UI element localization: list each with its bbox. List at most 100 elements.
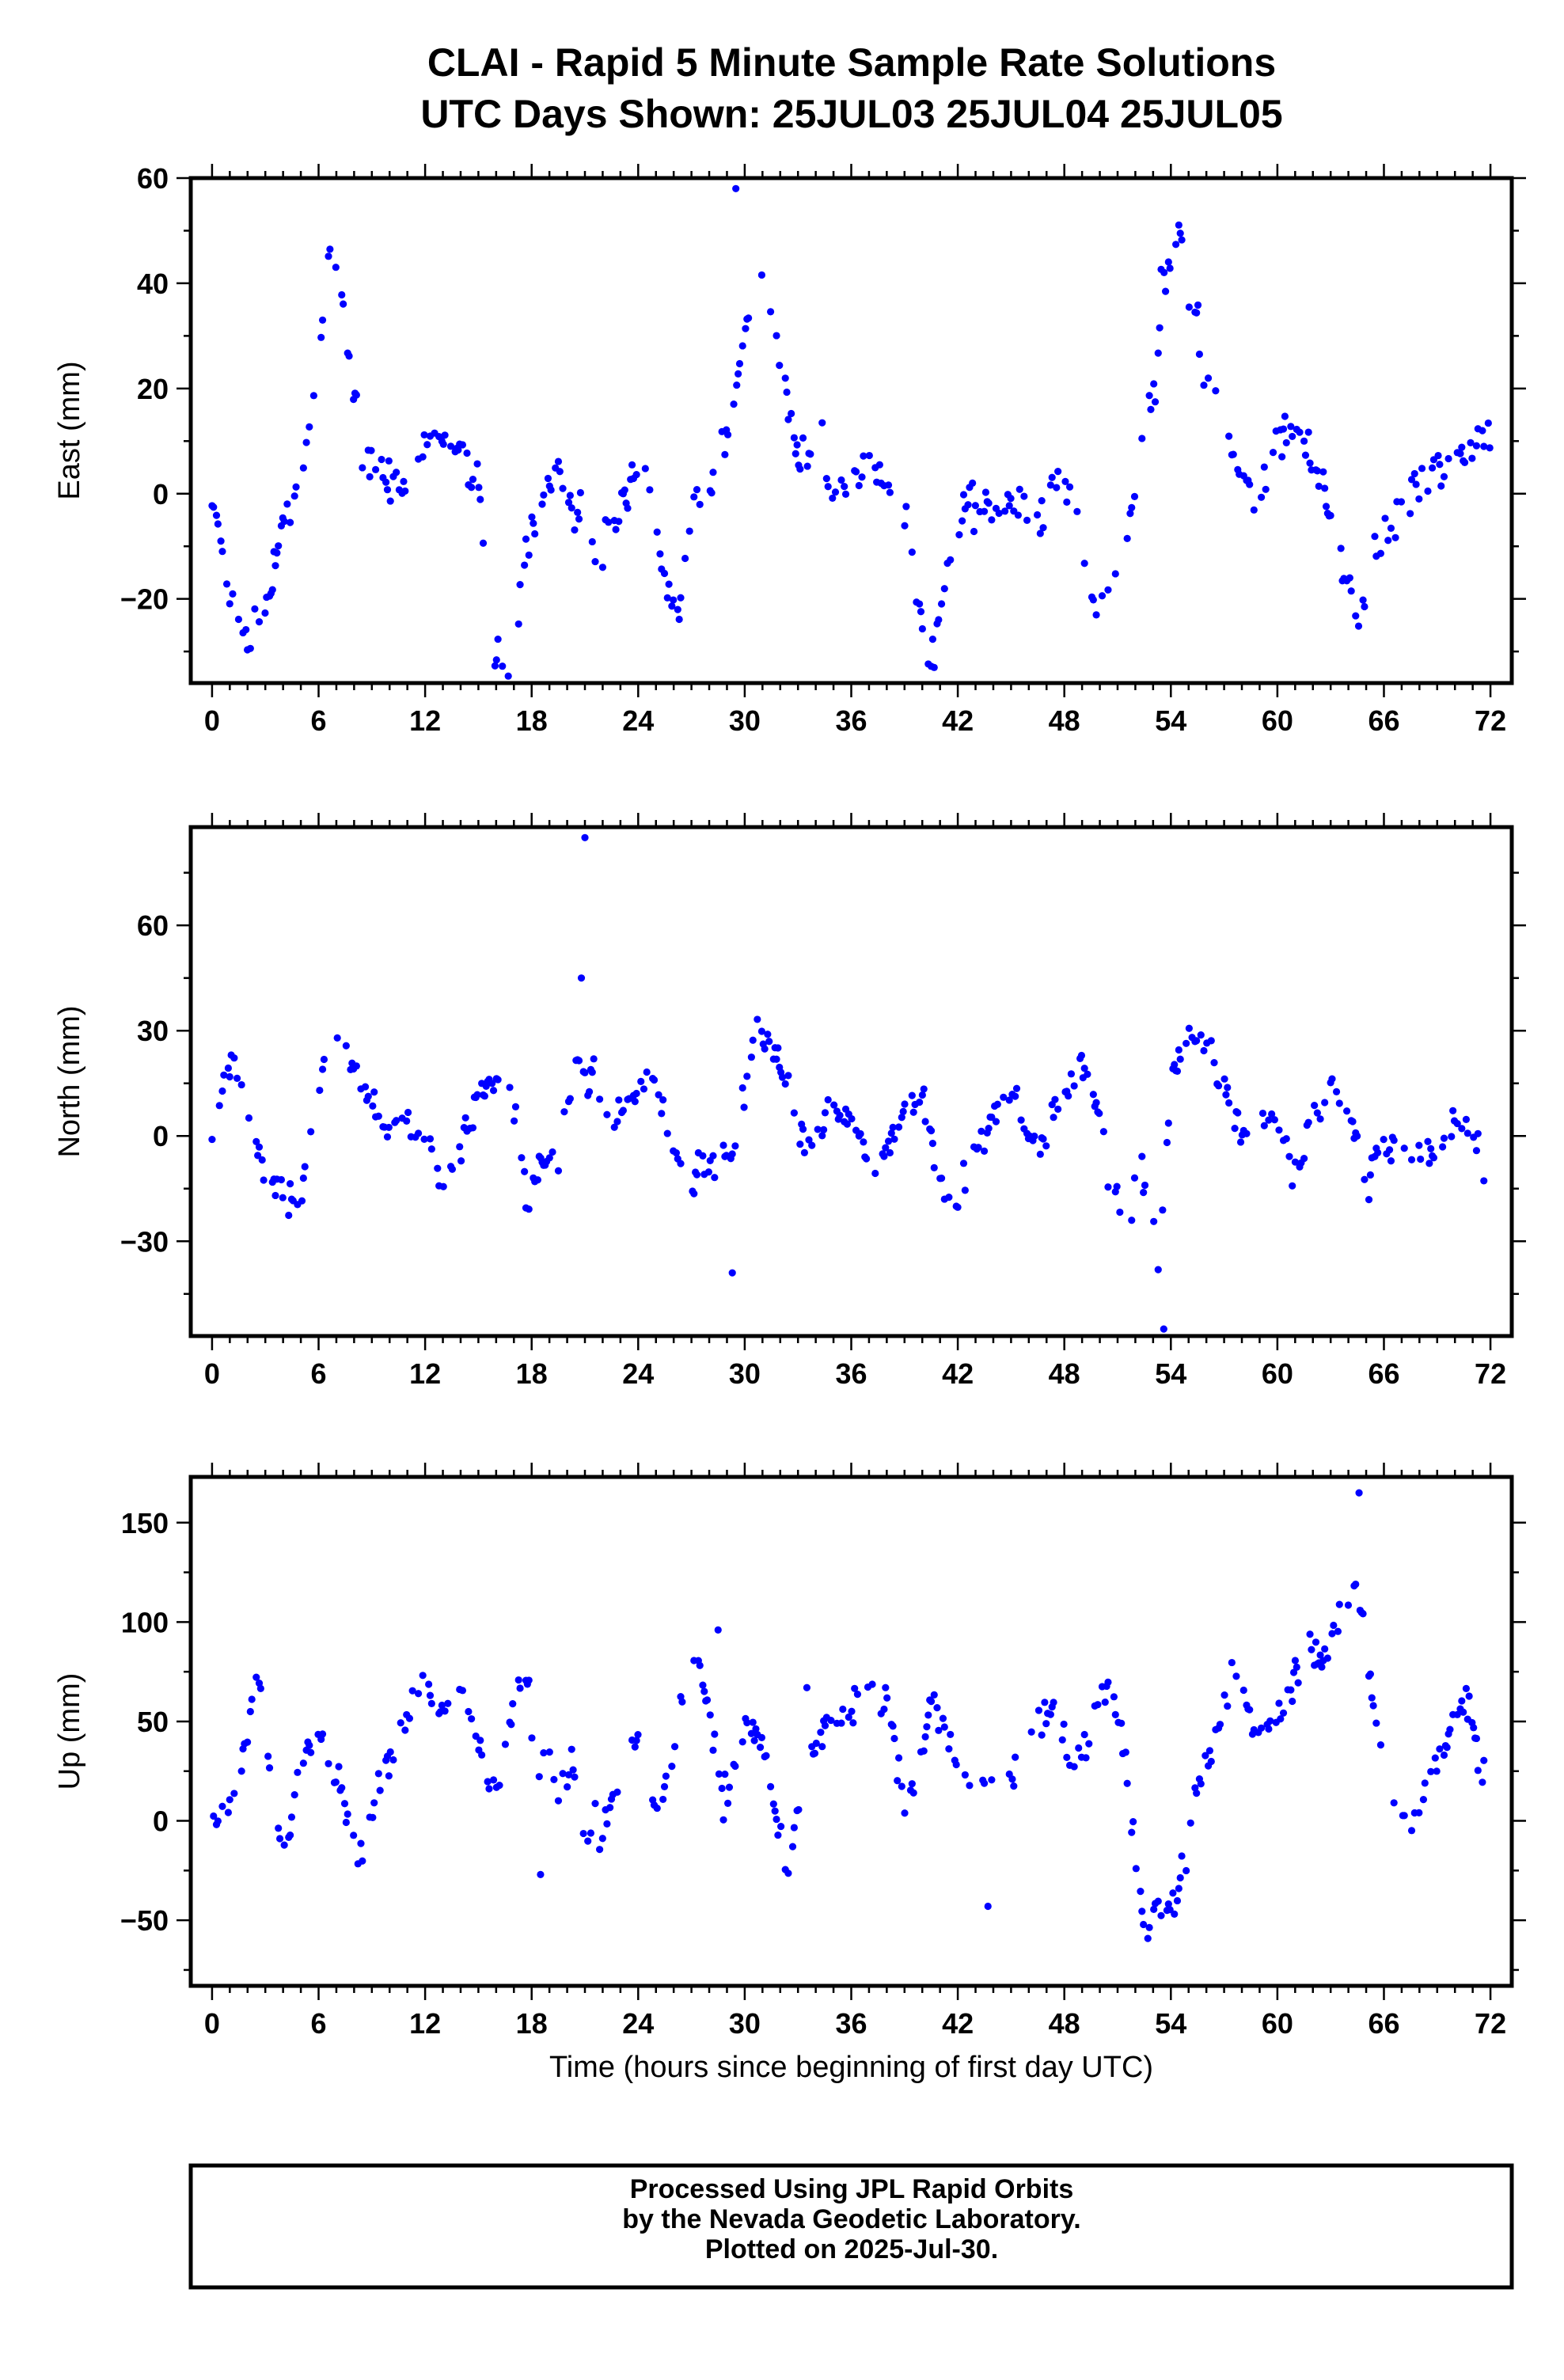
up-data-point — [1118, 1719, 1126, 1727]
east-data-point — [226, 600, 233, 608]
east-outlier-point — [598, 564, 607, 571]
east-data-point — [1005, 502, 1013, 510]
east-data-point — [229, 590, 237, 598]
north-plot-frame — [188, 825, 1514, 1338]
north-data-point — [884, 1137, 893, 1145]
north-data-point — [1353, 1132, 1361, 1140]
up-data-point — [516, 1684, 524, 1692]
north-data-point — [1342, 1107, 1351, 1115]
up-data-point — [1157, 1911, 1165, 1919]
east-data-point — [1346, 574, 1353, 582]
north-data-point — [985, 1125, 993, 1133]
north-data-point — [820, 1125, 828, 1134]
up-data-point — [1166, 1906, 1174, 1914]
up-data-point — [1287, 1686, 1295, 1694]
north-data-point — [393, 1117, 400, 1125]
north-data-point — [921, 1118, 929, 1125]
east-data-point — [675, 615, 683, 624]
east-data-point — [757, 271, 766, 279]
up-data-point — [1137, 1888, 1145, 1896]
east-data-point — [1440, 473, 1448, 480]
up-data-point — [731, 1762, 739, 1771]
north-data-point — [1089, 1091, 1097, 1099]
east-data-point — [681, 554, 689, 563]
up-data-point — [318, 1730, 327, 1738]
east-data-point — [937, 600, 946, 608]
north-data-point — [1175, 1046, 1182, 1054]
up-data-point — [718, 1784, 726, 1793]
up-data-point — [894, 1777, 902, 1785]
east-data-point — [1467, 438, 1475, 446]
east-data-point — [531, 530, 539, 538]
north-data-point — [1159, 1206, 1167, 1214]
up-data-point — [1427, 1767, 1435, 1775]
east-data-point — [665, 580, 673, 588]
east-data-point — [940, 585, 948, 593]
east-data-point — [1166, 264, 1174, 272]
east-data-point — [1200, 381, 1208, 389]
up-data-point — [790, 1824, 798, 1831]
north-data-point — [659, 1096, 667, 1104]
up-data-point — [703, 1696, 712, 1704]
east-data-point — [317, 333, 325, 341]
north-data-point — [920, 1085, 928, 1093]
north-data-point — [765, 1038, 773, 1046]
up-data-point — [774, 1831, 782, 1839]
east-data-point — [1327, 511, 1334, 519]
east-data-point — [796, 465, 804, 473]
up-data-point — [747, 1729, 755, 1737]
up-data-point — [1164, 1900, 1172, 1908]
east-data-point — [969, 479, 977, 487]
up-data-point — [810, 1749, 819, 1757]
east-data-point — [385, 457, 393, 465]
up-data-point — [851, 1684, 859, 1692]
up-outlier-point — [984, 1902, 992, 1911]
east-data-point — [476, 495, 484, 503]
up-data-point — [1366, 1670, 1374, 1678]
up-data-point — [1328, 1630, 1336, 1638]
east-y-tick-label: 60 — [137, 162, 169, 195]
north-data-point — [364, 1092, 372, 1100]
north-data-point — [277, 1175, 286, 1184]
up-data-point — [812, 1739, 820, 1748]
east-data-point — [916, 600, 924, 608]
up-data-point — [709, 1746, 717, 1754]
up-data-point — [848, 1707, 856, 1715]
up-x-tick-label: 24 — [622, 2007, 654, 2040]
east-data-point — [1301, 451, 1310, 459]
north-data-point — [890, 1135, 898, 1143]
up-data-point — [700, 1687, 708, 1695]
north-data-point — [993, 1100, 1001, 1108]
east-data-point — [1128, 503, 1136, 511]
up-y-tick-label: 150 — [121, 1507, 169, 1539]
east-x-tick-label: 18 — [516, 704, 548, 737]
north-data-point — [1036, 1150, 1044, 1158]
east-data-point — [799, 434, 807, 442]
east-data-point — [1193, 309, 1201, 317]
north-data-point — [1173, 1067, 1182, 1076]
up-data-point — [465, 1707, 473, 1716]
east-data-point — [1410, 469, 1418, 478]
east-data-point — [401, 487, 409, 495]
north-data-point — [333, 1034, 341, 1042]
up-data-point — [1080, 1730, 1088, 1739]
east-data-point — [1175, 221, 1182, 229]
north-data-point — [1070, 1082, 1078, 1090]
north-outlier-point — [581, 833, 589, 841]
east-data-point — [855, 481, 863, 490]
up-data-point — [264, 1752, 272, 1760]
east-data-point — [1246, 480, 1254, 488]
up-data-point — [1173, 1896, 1182, 1905]
east-data-point — [708, 489, 716, 497]
north-data-point — [778, 1073, 787, 1081]
up-data-point — [853, 1691, 862, 1699]
north-data-point — [230, 1054, 238, 1062]
up-data-point — [414, 1690, 423, 1698]
up-data-point — [723, 1799, 732, 1808]
east-data-point — [1359, 596, 1367, 604]
up-data-point — [880, 1705, 888, 1714]
north-data-point — [1385, 1146, 1394, 1154]
up-data-point — [438, 1701, 446, 1710]
east-data-point — [210, 503, 218, 511]
east-panel: 0 6 12 18 24 30 36 42 48 54 60 66 72 −20 0 20 40 60 East (… — [53, 162, 1526, 737]
